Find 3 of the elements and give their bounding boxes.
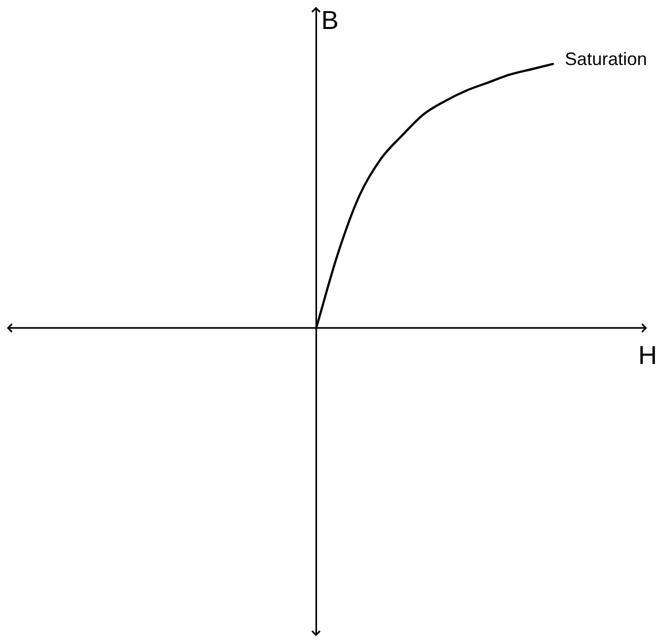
x-axis-title: H	[638, 340, 657, 370]
y-axis-title: B	[321, 5, 339, 36]
annotation: Saturation	[564, 48, 647, 69]
